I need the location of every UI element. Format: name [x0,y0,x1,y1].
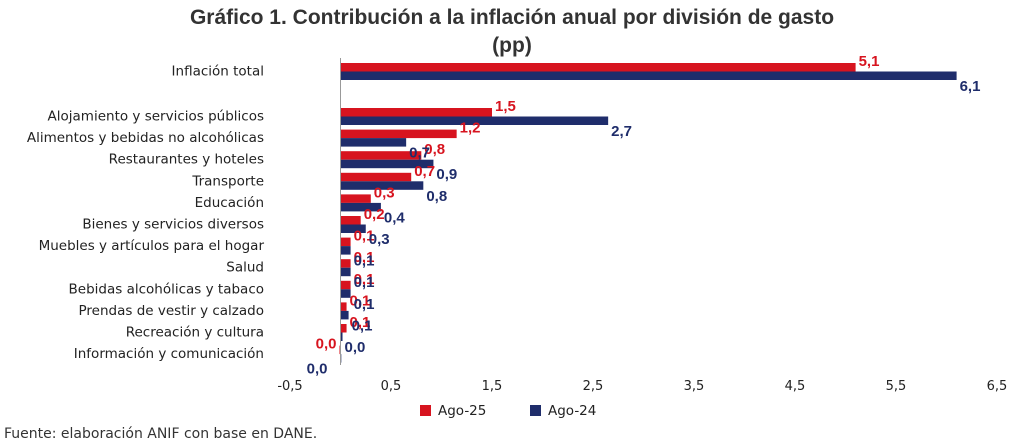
bar-ago-24 [340,202,381,212]
category-labels: Inflación total Alojamiento y servicios p… [27,64,265,363]
bar-ago-25 [340,216,361,225]
category-label: Inflación total [172,64,264,80]
bar-ago-25 [340,280,351,290]
data-label: 0,1 [354,271,375,288]
bar-ago-24 [340,289,351,298]
bar-ago-24 [340,116,609,125]
data-label: 0,7 [409,145,430,162]
data-label: 0,8 [426,188,447,205]
legend-label: Ago-25 [438,403,486,419]
category-label: Bebidas alcohólicas y tabaco [69,281,264,297]
x-axis-ticks: -0,5 0,5 1,5 2,5 3,5 4,5 5,5 6,5 [277,379,1007,394]
bar-ago-25 [340,63,856,72]
category-label: Prendas de vestir y calzado [79,303,264,319]
data-label: 0,1 [350,292,371,309]
x-tick-label: 1,5 [482,379,503,394]
data-label: 0,1 [350,314,371,331]
x-tick-label: 6,5 [987,379,1008,394]
category-label: Transporte [191,173,264,189]
category-label: Recreación y cultura [126,325,264,341]
category-label: Restaurantes y hoteles [109,152,264,168]
legend-swatch [530,405,541,416]
category-label: Alimentos y bebidas no alcohólicas [27,130,264,146]
data-label: 0,1 [354,253,375,270]
chart-title: Gráfico 1. Contribución a la inflación a… [190,6,834,29]
data-label: 0,9 [436,166,457,183]
data-label: 0,1 [352,317,373,334]
data-label: 0,1 [354,228,375,245]
legend-label: Ago-24 [548,403,596,419]
bar-ago-25 [340,302,347,311]
bar-ago-25 [339,345,341,355]
data-label: 0,1 [354,249,375,266]
data-label: 1,2 [460,120,481,137]
data-label: 0,2 [364,206,385,223]
bar-ago-25 [340,172,412,182]
data-label: 0,0 [316,336,337,353]
bar-ago-25 [340,259,351,268]
category-label: Información y comunicación [74,346,264,362]
chart-subtitle: (pp) [492,34,532,57]
data-label: 5,1 [859,53,880,70]
bar-ago-25 [340,237,351,247]
data-labels: 5,11,51,20,80,70,30,20,10,10,10,10,10,06… [307,53,981,378]
x-tick-label: 3,5 [684,379,705,394]
category-label: Muebles y artículos para el hogar [39,238,265,254]
data-label: 0,8 [424,141,445,158]
x-tick-label: -0,5 [277,379,302,394]
category-label: Educación [195,195,264,211]
bar-ago-25 [340,194,371,203]
bar-ago-25 [340,324,347,333]
data-label: 0,1 [354,274,375,291]
bar-ago-25 [340,129,457,139]
data-label: 0,3 [369,231,390,248]
bar-ago-25 [340,151,422,160]
bar-ago-24 [340,246,351,255]
bar-ago-24 [340,71,957,80]
data-label: 0,1 [354,296,375,313]
bar-ago-24 [340,138,407,147]
bar-ago-25 [340,108,492,117]
data-label: 0,3 [374,184,395,201]
bar-ago-24 [340,267,351,277]
data-label: 2,7 [611,123,632,140]
category-label: Bienes y servicios diversos [82,217,264,233]
bar-ago-24 [340,332,343,341]
data-label: 1,5 [495,98,516,115]
chart: Gráfico 1. Contribución a la inflación a… [27,6,1007,419]
legend: Ago-25 Ago-24 [420,403,596,419]
data-label: 0,4 [384,209,406,226]
bar-ago-24 [340,159,434,169]
x-tick-label: 2,5 [583,379,604,394]
legend-swatch [420,405,431,416]
bar-ago-24 [340,224,366,233]
data-label: 0,0 [345,339,366,356]
bar-ago-24 [340,181,424,190]
data-label: 0,7 [414,163,435,180]
source-note: Fuente: elaboración ANIF con base en DAN… [4,426,318,442]
data-label: 0,0 [307,361,328,378]
category-label: Salud [226,260,264,276]
x-tick-label: 0,5 [381,379,402,394]
bar-ago-24 [340,310,349,320]
x-tick-label: 4,5 [785,379,806,394]
category-label: Alojamiento y servicios públicos [48,109,264,125]
x-tick-label: 5,5 [886,379,907,394]
bars [339,63,957,363]
data-label: 6,1 [960,78,981,95]
